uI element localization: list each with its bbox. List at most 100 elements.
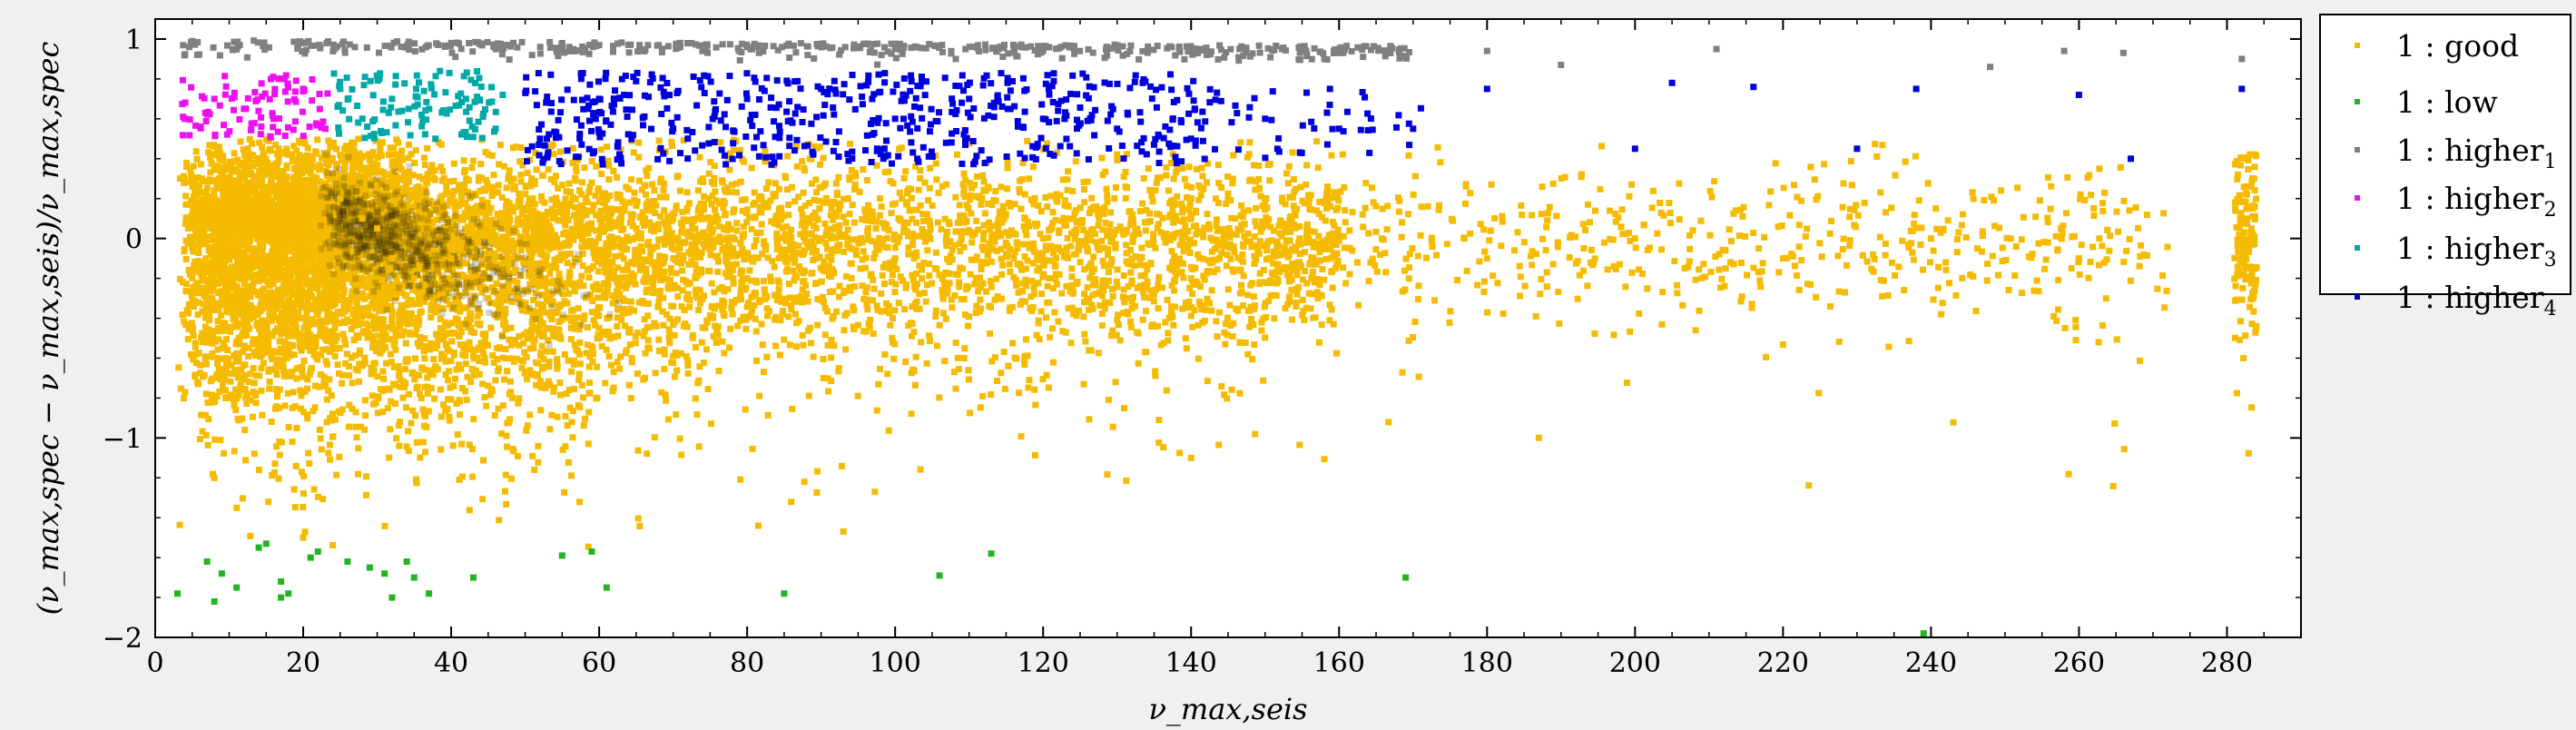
point-good [850, 219, 858, 226]
point-good [1220, 236, 1227, 242]
point-good [1244, 350, 1252, 358]
point-good [585, 409, 593, 416]
point-good [332, 278, 339, 285]
point-good [655, 336, 663, 343]
point-good [502, 488, 508, 495]
point-good [602, 257, 609, 264]
point-good [787, 294, 793, 301]
point-good [2159, 272, 2166, 279]
point-good [559, 446, 566, 453]
point-good [865, 202, 872, 209]
point-good [413, 479, 420, 487]
point-good [264, 278, 271, 285]
point-good [1911, 212, 1918, 219]
point-good [1150, 240, 1157, 247]
point-good [486, 248, 493, 255]
point-good [811, 233, 819, 241]
point-good [462, 341, 468, 348]
point-good [602, 269, 609, 276]
point-good [258, 166, 265, 173]
point-good [211, 338, 218, 345]
point-good [605, 176, 613, 183]
point-good [751, 189, 758, 196]
point-good [706, 237, 713, 244]
point-good [211, 398, 219, 405]
point-good [1813, 293, 1820, 301]
point-good [446, 178, 453, 185]
point-good [199, 175, 206, 182]
point-good [361, 360, 369, 367]
point-good [1169, 201, 1176, 207]
point-good [1101, 305, 1108, 312]
point-good [415, 371, 422, 379]
point-good [1434, 143, 1441, 151]
point-good [231, 165, 239, 173]
point-good [840, 528, 847, 535]
point-good [407, 310, 414, 317]
point-good [844, 234, 850, 242]
point-good [1579, 221, 1587, 228]
point-good [1756, 277, 1764, 284]
point-good [516, 395, 523, 402]
point-good [265, 193, 272, 201]
point-good [400, 383, 408, 390]
point-good [217, 301, 224, 309]
point-good [293, 424, 300, 431]
point-good [908, 332, 915, 340]
point-good [1305, 200, 1313, 207]
point-good [1727, 259, 1734, 266]
point-good [1129, 216, 1136, 223]
point-good [594, 394, 601, 401]
point-good [954, 354, 961, 361]
point-good [1834, 252, 1842, 260]
point-good [1238, 281, 1244, 289]
point-good [209, 391, 216, 399]
point-good [1136, 230, 1143, 237]
point-good [533, 266, 540, 273]
point-good [200, 301, 207, 308]
point-good [927, 164, 934, 172]
point-good [1166, 200, 1174, 207]
point-good [464, 277, 471, 284]
point-good [1222, 340, 1229, 348]
point-good [368, 164, 374, 172]
point-good [417, 256, 424, 263]
point-good [363, 491, 369, 498]
point-good [994, 378, 1000, 384]
point-good [310, 340, 317, 347]
point-good [565, 189, 573, 195]
point-good [1169, 206, 1176, 213]
point-good [315, 493, 321, 500]
point-good [642, 350, 649, 357]
point-good [573, 167, 580, 174]
point-good [422, 271, 429, 278]
point-good [1215, 309, 1223, 316]
point-good [2231, 275, 2238, 282]
point-good [391, 294, 398, 301]
point-good [620, 305, 627, 312]
point-good [422, 287, 429, 294]
point-good [1549, 261, 1557, 268]
point-good [1958, 222, 1965, 229]
point-good [376, 304, 382, 311]
point-good [1127, 323, 1135, 330]
point-good [776, 185, 782, 192]
point-good [669, 143, 675, 149]
point-good [1316, 339, 1322, 346]
point-good [767, 273, 774, 281]
point-good [707, 252, 714, 259]
point-good [529, 452, 536, 459]
point-good [231, 367, 239, 374]
point-good [495, 182, 502, 189]
point-good [268, 317, 275, 324]
point-good [1247, 238, 1254, 245]
point-good [1330, 321, 1337, 328]
point-good [265, 170, 272, 177]
point-good [356, 378, 362, 385]
point-good [485, 341, 491, 349]
point-good [280, 284, 287, 291]
point-good [322, 160, 329, 167]
point-good [781, 336, 788, 343]
point-good [2014, 184, 2021, 192]
point-good [330, 140, 338, 147]
